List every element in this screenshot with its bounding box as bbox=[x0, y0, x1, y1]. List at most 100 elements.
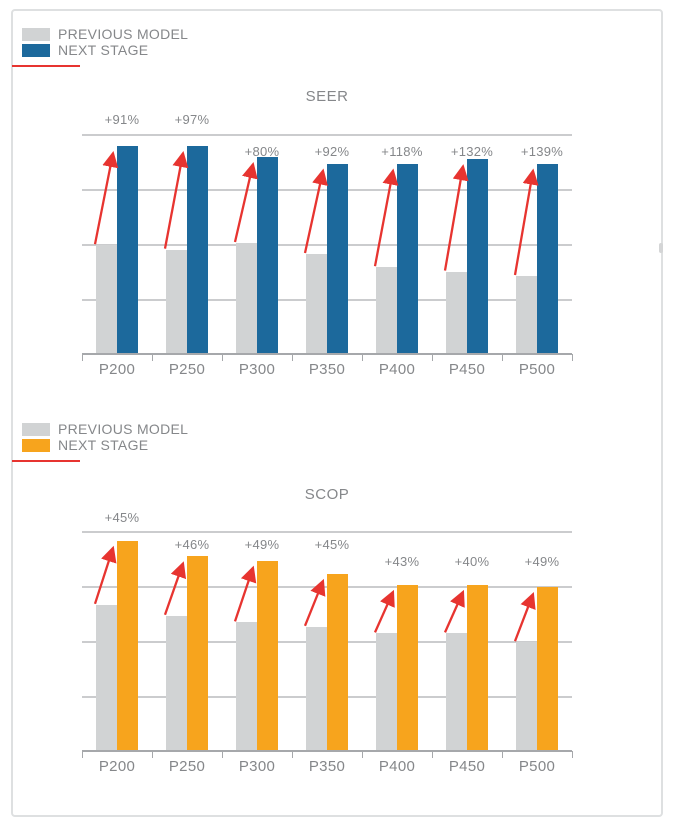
legend-underline bbox=[12, 65, 80, 67]
axis-tick bbox=[432, 354, 433, 361]
category-label-P400: P400 bbox=[378, 361, 416, 378]
scrollbar-thumb bbox=[659, 243, 663, 253]
increase-annotation-P400: +43% bbox=[384, 554, 420, 569]
increase-annotation-P250: +97% bbox=[174, 112, 210, 127]
category-label-P350: P350 bbox=[308, 758, 346, 775]
bar-previous-P400 bbox=[376, 633, 397, 750]
category-label-P400: P400 bbox=[378, 758, 416, 775]
scop-plot: P200 +45% P250 +46% P300 +49% P350 +45% P400 +43%… bbox=[82, 510, 573, 775]
bar-next-P200 bbox=[117, 541, 138, 750]
axis-tick bbox=[292, 751, 293, 758]
axis-tick bbox=[432, 751, 433, 758]
axis-tick bbox=[362, 751, 363, 758]
next-stage-swatch bbox=[22, 438, 50, 452]
bar-previous-P500 bbox=[516, 642, 537, 750]
axis-tick bbox=[362, 354, 363, 361]
axis-tick bbox=[502, 751, 503, 758]
axis-tick bbox=[82, 354, 83, 361]
scop-chart-title: SCOP bbox=[304, 486, 350, 503]
increase-annotation-P450: +132% bbox=[450, 144, 494, 159]
increase-arrow-P450 bbox=[443, 589, 465, 633]
seer-chart-title: SEER bbox=[305, 88, 349, 105]
axis-tick bbox=[572, 751, 573, 758]
increase-annotation-P500: +139% bbox=[520, 144, 564, 159]
axis-tick bbox=[292, 354, 293, 361]
category-label-P450: P450 bbox=[448, 361, 486, 378]
bar-previous-P300 bbox=[236, 622, 257, 750]
bar-previous-P250 bbox=[166, 249, 187, 353]
bar-next-P350 bbox=[327, 574, 348, 750]
increase-arrow-P250 bbox=[163, 561, 187, 616]
previous-model-swatch bbox=[22, 422, 50, 436]
increase-arrow-P500 bbox=[513, 592, 536, 642]
bar-next-P400 bbox=[397, 585, 418, 750]
increase-annotation-P350: +92% bbox=[314, 144, 350, 159]
bar-previous-P200 bbox=[96, 245, 117, 353]
category-label-P300: P300 bbox=[238, 361, 276, 378]
increase-annotation-P400: +118% bbox=[381, 144, 423, 159]
bar-next-P250 bbox=[187, 146, 208, 353]
bar-previous-P450 bbox=[446, 271, 467, 353]
bar-next-P450 bbox=[467, 159, 488, 353]
axis-tick bbox=[222, 354, 223, 361]
axis-tick bbox=[502, 354, 503, 361]
increase-arrow-P450 bbox=[443, 164, 469, 271]
category-label-P250: P250 bbox=[168, 758, 206, 775]
previous-model-label: PREVIOUS MODEL bbox=[58, 26, 189, 42]
increase-arrow-P400 bbox=[373, 168, 399, 267]
seer-legend: PREVIOUS MODEL NEXT STAGE bbox=[22, 26, 188, 58]
x-axis-line bbox=[82, 750, 572, 752]
bar-next-P200 bbox=[117, 146, 138, 353]
gridline bbox=[82, 134, 572, 136]
bar-previous-P200 bbox=[96, 604, 117, 750]
next-stage-swatch bbox=[22, 43, 50, 57]
increase-arrow-P200 bbox=[93, 150, 119, 245]
bar-previous-P300 bbox=[236, 243, 257, 353]
axis-tick bbox=[222, 751, 223, 758]
axis-tick bbox=[82, 751, 83, 758]
increase-arrow-P400 bbox=[373, 589, 395, 633]
category-label-P450: P450 bbox=[448, 758, 486, 775]
legend-underline bbox=[12, 460, 80, 462]
bar-next-P250 bbox=[187, 556, 208, 750]
previous-model-swatch bbox=[22, 27, 50, 41]
axis-tick bbox=[572, 354, 573, 361]
bar-next-P350 bbox=[327, 163, 348, 353]
previous-model-label: PREVIOUS MODEL bbox=[58, 421, 189, 437]
category-label-P500: P500 bbox=[518, 361, 556, 378]
increase-annotation-P200: +45% bbox=[104, 510, 140, 525]
bar-next-P500 bbox=[537, 587, 558, 750]
x-axis-line bbox=[82, 353, 572, 355]
increase-annotation-P500: +49% bbox=[524, 554, 560, 569]
bar-next-P300 bbox=[257, 560, 278, 750]
category-label-P350: P350 bbox=[308, 361, 346, 378]
next-stage-label: NEXT STAGE bbox=[58, 437, 149, 453]
scop-legend: PREVIOUS MODEL NEXT STAGE bbox=[22, 421, 188, 453]
increase-annotation-P450: +40% bbox=[454, 554, 490, 569]
increase-arrow-P250 bbox=[163, 150, 189, 249]
legend-row-next-stage: NEXT STAGE bbox=[22, 437, 188, 453]
increase-arrow-P300 bbox=[233, 565, 257, 622]
increase-annotation-P250: +46% bbox=[174, 537, 210, 552]
bar-previous-P450 bbox=[446, 633, 467, 750]
gridline bbox=[82, 531, 572, 533]
next-stage-label: NEXT STAGE bbox=[58, 42, 149, 58]
bar-previous-P250 bbox=[166, 615, 187, 750]
increase-annotation-P300: +49% bbox=[244, 537, 280, 552]
increase-annotation-P350: +45% bbox=[314, 537, 350, 552]
legend-row-next-stage: NEXT STAGE bbox=[22, 42, 188, 58]
category-label-P200: P200 bbox=[98, 361, 136, 378]
legend-row-previous-model: PREVIOUS MODEL bbox=[22, 421, 188, 437]
increase-arrow-P200 bbox=[93, 545, 117, 605]
bar-previous-P350 bbox=[306, 626, 327, 750]
bar-next-P300 bbox=[257, 157, 278, 353]
seer-plot: P200 +91% P250 +97% P300 +80% P350 +92% P400 +118… bbox=[82, 112, 573, 378]
bar-next-P400 bbox=[397, 163, 418, 353]
axis-tick bbox=[152, 751, 153, 758]
category-label-P200: P200 bbox=[98, 758, 136, 775]
increase-arrow-P300 bbox=[233, 161, 258, 243]
bar-next-P500 bbox=[537, 163, 558, 353]
increase-annotation-P300: +80% bbox=[244, 144, 280, 159]
bar-previous-P400 bbox=[376, 267, 397, 353]
